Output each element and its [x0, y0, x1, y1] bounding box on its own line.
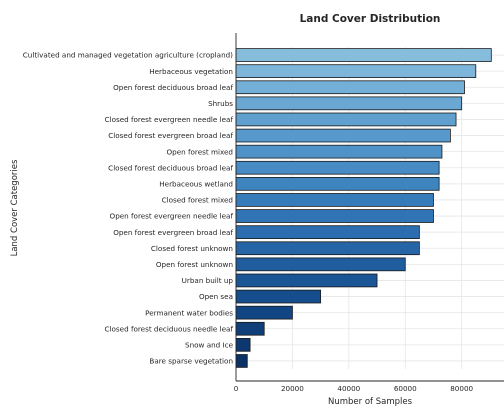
y-tick-label: Open forest evergreen broad leaf	[113, 228, 233, 237]
bar	[235, 96, 463, 111]
y-tick-label: Shrubs	[208, 99, 233, 108]
chart-title: Land Cover Distribution	[300, 13, 441, 25]
y-tick-label: Closed forest deciduous broad leaf	[108, 163, 233, 172]
y-tick-label: Urban built up	[182, 276, 234, 285]
bar	[235, 112, 457, 127]
y-tick-label: Closed forest unknown	[151, 244, 233, 253]
y-tick-label: Cultivated and managed vegetation agricu…	[23, 51, 233, 60]
y-tick-label: Open forest evergreen needle leaf	[110, 212, 234, 221]
y-tick-label: Open forest deciduous broad leaf	[113, 83, 233, 92]
y-tick-label: Closed forest evergreen broad leaf	[108, 131, 233, 140]
y-tick-label: Open sea	[199, 292, 233, 301]
bar	[235, 144, 443, 159]
bar	[235, 305, 293, 320]
x-tick-label: 80000	[450, 384, 473, 393]
bar	[235, 64, 477, 78]
bar	[235, 257, 406, 272]
bar	[235, 48, 492, 62]
y-tick-label: Herbaceous wetland	[159, 179, 233, 188]
bar	[235, 177, 440, 191]
y-tick-label: Snow and Ice	[185, 340, 234, 349]
y-tick-label: Closed forest evergreen needle leaf	[105, 115, 234, 124]
y-tick-label: Closed forest mixed	[162, 196, 233, 205]
x-tick-label: 60000	[394, 384, 417, 393]
x-tick-label: 0	[234, 384, 239, 393]
bar	[235, 80, 465, 95]
y-tick-label: Herbaceous vegetation	[149, 67, 233, 76]
y-axis-label: Land Cover Categories	[10, 159, 20, 256]
bar	[235, 321, 265, 336]
bar	[235, 338, 251, 352]
y-tick-label: Open forest mixed	[167, 147, 234, 156]
y-tick-label: Permanent water bodies	[145, 308, 233, 317]
y-tick-label: Bare sparse vegetation	[149, 357, 233, 366]
x-axis-label: Number of Samples	[328, 397, 413, 407]
bar	[235, 241, 420, 256]
bar	[235, 193, 434, 207]
bar	[235, 209, 434, 223]
bar	[235, 128, 451, 143]
bar	[235, 225, 420, 239]
bar	[235, 273, 378, 288]
x-tick-label: 20000	[281, 384, 304, 393]
bar	[235, 160, 440, 175]
y-tick-label: Open forest unknown	[156, 260, 233, 269]
bar	[235, 289, 322, 304]
y-tick-label: Closed forest deciduous needle leaf	[105, 324, 234, 333]
bar	[235, 354, 248, 368]
x-tick-label: 40000	[337, 384, 360, 393]
